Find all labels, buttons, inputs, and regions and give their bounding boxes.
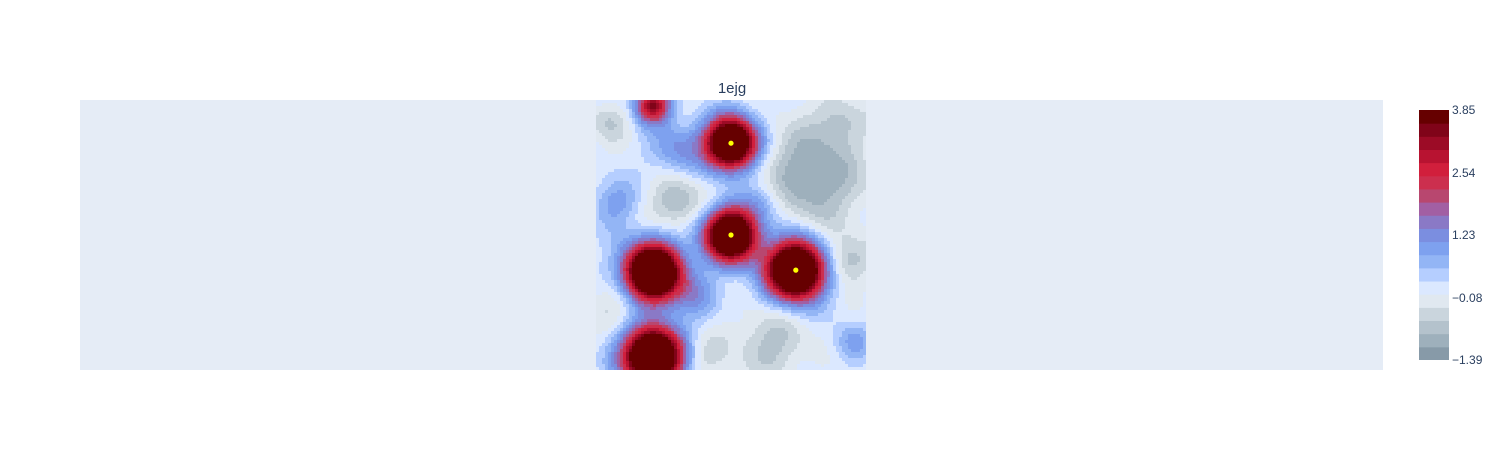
- colorbar-tick-label: 3.85: [1452, 103, 1476, 117]
- colorbar-band: [1419, 215, 1449, 229]
- colorbar-band: [1419, 307, 1449, 322]
- colorbar-band: [1419, 136, 1449, 150]
- colorbar-band: [1419, 333, 1449, 348]
- colorbar-band: [1419, 149, 1449, 164]
- colorbar-band: [1419, 123, 1449, 137]
- contour-map[interactable]: [596, 100, 866, 370]
- colorbar-band: [1419, 294, 1449, 308]
- colorbar-band: [1419, 228, 1449, 243]
- colorbar-ticks: 3.85 2.54 1.23 −0.08 −1.39: [1449, 103, 1499, 367]
- contour-fill: [596, 100, 866, 370]
- colorbar-band: [1419, 281, 1449, 295]
- colorbar-band: [1419, 346, 1449, 360]
- chart-title: 1ejg: [717, 80, 747, 97]
- colorbar-tick-label: 1.23: [1452, 228, 1476, 242]
- atom-marker[interactable]: [728, 232, 734, 238]
- colorbar-tick-label: 2.54: [1452, 165, 1476, 180]
- colorbar-band: [1419, 202, 1449, 216]
- contour-svg: [596, 100, 866, 370]
- colorbar-band: [1419, 188, 1449, 203]
- colorbar-tick-label: −0.08: [1452, 290, 1483, 305]
- atom-marker[interactable]: [793, 267, 799, 273]
- colorbar-band: [1419, 162, 1449, 177]
- atom-marker[interactable]: [728, 140, 734, 146]
- colorbar-band: [1419, 175, 1449, 190]
- colorbar-band: [1419, 254, 1449, 269]
- colorbar-tick-label: −1.39: [1452, 353, 1483, 367]
- colorbar-band: [1419, 267, 1449, 282]
- colorbar-band: [1419, 320, 1449, 335]
- colorbar: [1419, 110, 1449, 360]
- colorbar-band: [1419, 110, 1449, 124]
- colorbar-band: [1419, 241, 1449, 256]
